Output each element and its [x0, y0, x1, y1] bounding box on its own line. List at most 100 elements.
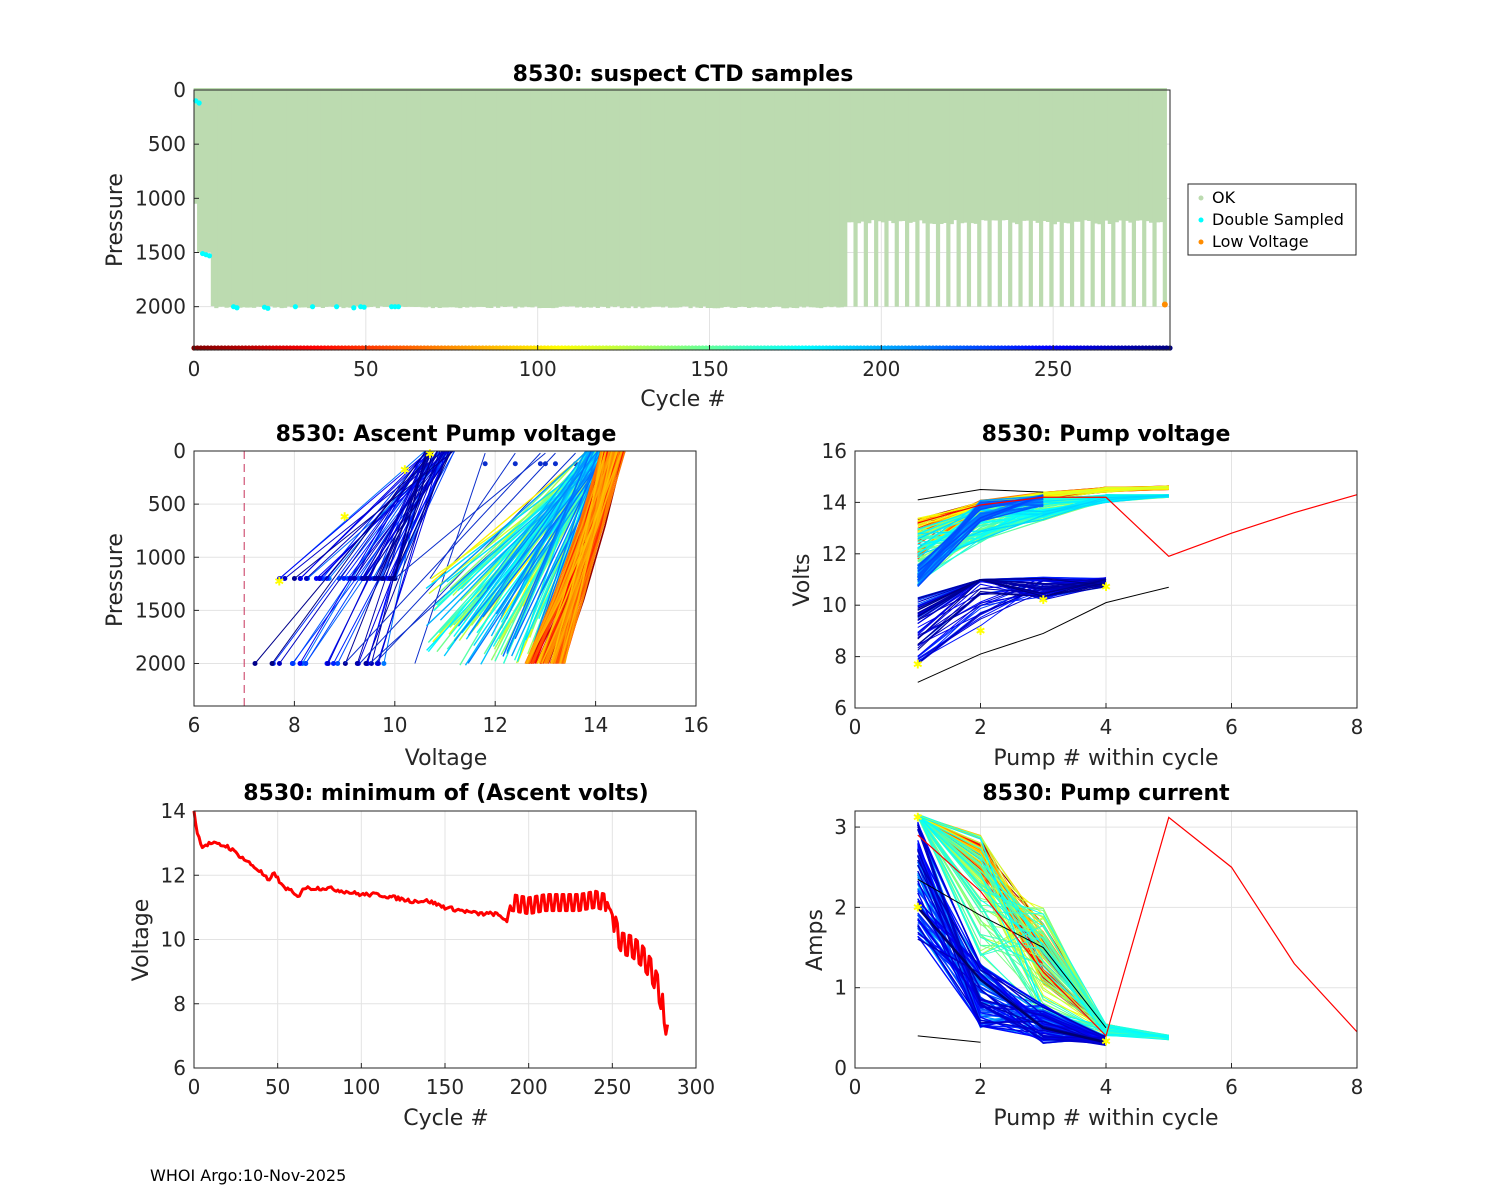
ascent-profile-late	[378, 450, 439, 579]
ascent-start-point	[342, 661, 348, 666]
legend-low-voltage: Low Voltage	[1212, 232, 1309, 251]
ascent-pump-voltage-ylabel: Pressure	[103, 533, 128, 627]
ascent-pump-ytick-label: 500	[148, 492, 186, 516]
suspect-ctd-xtick-label: 100	[519, 357, 557, 381]
ascent-profile-mid	[445, 450, 612, 596]
pump-voltage-late	[917, 578, 1107, 617]
suspect-ctd-xlabel: Cycle #	[640, 387, 726, 412]
ascent-profile-late	[362, 450, 438, 579]
ascent-profile-fan	[429, 452, 516, 579]
ascent-pump-xtick-label: 10	[382, 713, 407, 737]
ascent-profile-early	[526, 450, 613, 664]
suspect-ctd-title: 8530: suspect CTD samples	[513, 62, 854, 87]
ascent-profile-late	[356, 450, 429, 664]
ascent-start-point	[276, 661, 282, 666]
ascent-pump-xtick-label: 8	[288, 713, 301, 737]
suspect-ctd-xtick-label: 250	[1034, 357, 1072, 381]
pump-voltage-xtick-label: 2	[974, 715, 987, 739]
ascent-pump-ytick-label: 2000	[135, 652, 186, 676]
ascent-pump-ytick-label: 1000	[135, 545, 186, 569]
pump-current-highlight-marker: ✱	[1101, 1034, 1111, 1048]
ascent-start-point	[291, 576, 297, 581]
double-sampled-point	[234, 305, 240, 311]
pump-current-ytick-label: 2	[834, 895, 847, 919]
suspect-ctd-ylabel: Pressure	[103, 173, 128, 267]
pump-voltage-mid	[917, 494, 1169, 540]
min-volts-ytick-label: 8	[173, 992, 186, 1016]
ascent-profile-early	[559, 450, 613, 664]
pump-current-outlier-red	[917, 816, 1358, 1038]
pump-voltage-xtick-label: 6	[1225, 715, 1238, 739]
ascent-profile-early	[552, 450, 626, 664]
double-sampled-point	[309, 304, 316, 310]
pump-voltage-panel: 8530: Pump voltage ✱✱✱✱ 0 2 4 6 86810121416 …	[790, 422, 1363, 771]
ascent-start-point	[335, 661, 341, 666]
double-sampled-point	[196, 100, 202, 106]
min-volts-ytick-label: 10	[161, 928, 186, 952]
ascent-profile-mid	[467, 450, 609, 664]
ascent-start-point	[330, 661, 336, 666]
ascent-profile-fan	[394, 452, 546, 579]
ascent-profile-late	[377, 450, 442, 664]
pump-current-outlier	[917, 1035, 981, 1043]
ascent-pump-voltage-panel: 8530: Ascent Pump voltage ✱ ✱ ✱ ✱ 6 8 10 12 14 1…	[103, 422, 709, 771]
ascent-profile-mid	[453, 450, 609, 642]
min-volts-xtick-label: 100	[342, 1075, 380, 1099]
min-volts-xtick-label: 0	[188, 1075, 201, 1099]
ascent-pump-voltage-title: 8530: Ascent Pump voltage	[276, 422, 617, 447]
pump-voltage-late	[917, 584, 1107, 651]
legend-low-voltage-marker	[1198, 239, 1204, 245]
ascent-pump-xtick-label: 12	[482, 713, 507, 737]
ascent-start-point	[269, 661, 275, 666]
pump-current-mid	[917, 813, 1169, 1036]
ascent-profile-early	[524, 450, 607, 664]
pump-voltage-ytick-label: 16	[822, 439, 847, 463]
pump-current-xtick-label: 8	[1351, 1075, 1364, 1099]
ascent-pump-voltage-xlabel: Voltage	[405, 746, 488, 771]
ascent-pump-xtick-label: 16	[683, 713, 708, 737]
pump-current-late	[917, 859, 1107, 1038]
pump-voltage-ytick-label: 12	[822, 542, 847, 566]
ascent-start-point	[276, 576, 282, 581]
pump-current-highlight-marker: ✱	[913, 900, 923, 914]
legend-box	[1187, 183, 1357, 256]
ascent-profile-late	[389, 450, 441, 579]
ascent-start-point	[354, 661, 360, 666]
suspect-ctd-xtick-label: 50	[353, 357, 378, 381]
suspect-ctd-xtick-label: 200	[862, 357, 900, 381]
ascent-profile-fan	[414, 452, 486, 664]
ascent-highlight-marker: ✱	[340, 510, 350, 524]
legend-double-sampled: Double Sampled	[1212, 210, 1344, 229]
ascent-start-point	[252, 661, 258, 666]
pump-voltage-ytick-label: 8	[834, 645, 847, 669]
ascent-highlight-marker: ✱	[400, 463, 410, 477]
min-volts-xtick-label: 200	[510, 1075, 548, 1099]
ascent-profile-early	[550, 450, 604, 664]
ascent-profile-mid	[486, 450, 593, 590]
ascent-profile-mid	[476, 450, 589, 598]
ascent-profile-fan	[359, 452, 556, 664]
min-volts-xtick-label: 250	[593, 1075, 631, 1099]
ascent-start-point	[325, 661, 331, 666]
ascent-start-point	[303, 661, 309, 666]
ascent-start-point	[303, 576, 309, 581]
ascent-surface-point	[552, 461, 558, 467]
ascent-profile-late	[394, 450, 455, 579]
suspect-ctd-ytick-label: 1500	[135, 241, 186, 265]
ascent-profile-fan	[344, 452, 541, 664]
pump-voltage-highlight-marker: ✱	[1038, 593, 1048, 607]
pump-voltage-xtick-label: 4	[1100, 715, 1113, 739]
ascent-highlight-marker: ✱	[274, 575, 284, 589]
ascent-profile-mid	[457, 450, 599, 627]
pump-voltage-blue	[917, 494, 1044, 588]
pump-voltage-late	[917, 578, 1107, 609]
ascent-start-point	[372, 576, 378, 581]
pump-voltage-outlier-high	[917, 489, 1044, 501]
pump-voltage-xtick-label: 8	[1351, 715, 1364, 739]
double-sampled-point	[351, 305, 357, 311]
double-sampled-point	[395, 304, 402, 310]
double-sampled-point	[334, 304, 340, 310]
ascent-profile-late	[353, 450, 445, 579]
pump-current-late	[917, 901, 1107, 1041]
ascent-surface-point	[482, 461, 488, 467]
